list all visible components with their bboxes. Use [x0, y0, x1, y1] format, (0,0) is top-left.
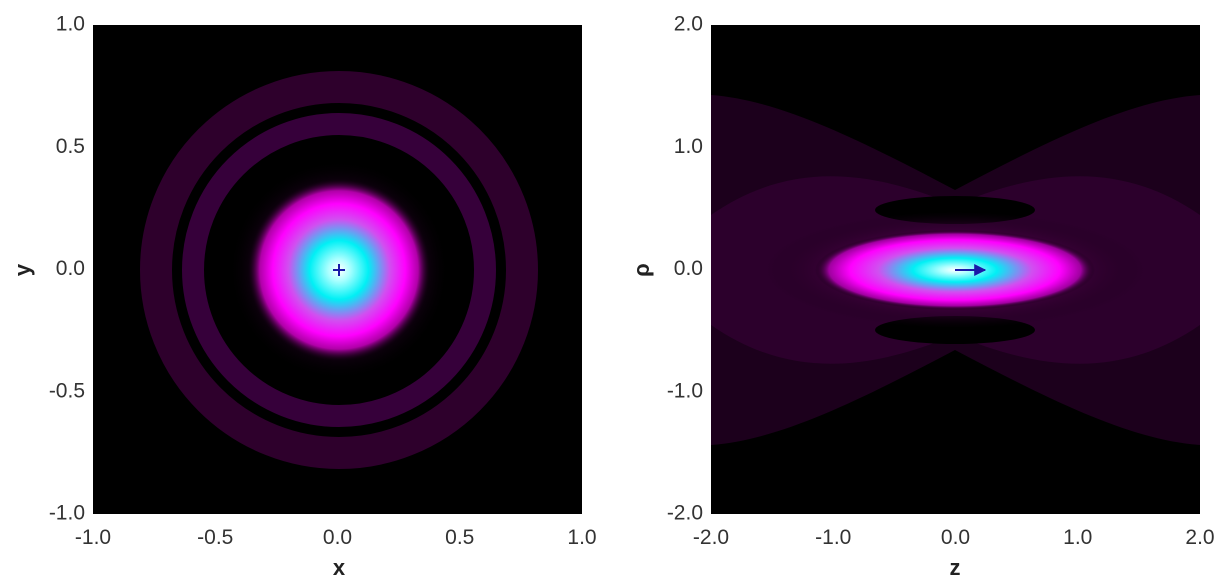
y-tick-label: 0.0	[674, 257, 703, 280]
outer-ring-1	[182, 113, 496, 427]
intensity-map-xy	[140, 71, 538, 469]
y-tick-label: 0.5	[56, 135, 85, 158]
x-tick-label: -2.0	[693, 526, 729, 549]
y-ticks-zrho: 2.0 1.0 0.0 -1.0 -2.0	[667, 13, 703, 525]
y-tick-label: -2.0	[667, 502, 703, 525]
x-tick-label: -0.5	[197, 526, 233, 549]
x-tick-label: -1.0	[815, 526, 851, 549]
y-axis-label-xy: y	[10, 263, 35, 276]
x-tick-label: 0.0	[323, 526, 352, 549]
panel-xy: -1.0 -0.5 0.0 0.5 1.0 1.0 0.5 0.0 -0.5 -1.0 x y	[10, 13, 597, 580]
y-tick-label: 1.0	[56, 13, 85, 36]
x-ticks-zrho: -2.0 -1.0 0.0 1.0 2.0	[693, 526, 1215, 549]
panel-zrho: -2.0 -1.0 0.0 1.0 2.0 2.0 1.0 0.0 -1.0 -2.0 z ρ	[629, 13, 1215, 580]
y-axis-label-zrho: ρ	[629, 263, 654, 277]
x-tick-label: -1.0	[75, 526, 111, 549]
y-tick-label: -1.0	[49, 502, 85, 525]
outer-ring-2	[140, 71, 538, 469]
x-axis-label-zrho: z	[950, 555, 961, 580]
y-tick-label: 0.0	[56, 257, 85, 280]
y-tick-label: -1.0	[667, 379, 703, 402]
x-tick-label: 1.0	[1063, 526, 1092, 549]
y-tick-label: -0.5	[49, 379, 85, 402]
y-tick-label: 1.0	[674, 135, 703, 158]
x-axis-label-xy: x	[333, 555, 346, 580]
x-ticks-xy: -1.0 -0.5 0.0 0.5 1.0	[75, 526, 597, 549]
intensity-map-zrho	[711, 95, 1200, 445]
y-tick-label: 2.0	[674, 13, 703, 36]
y-ticks-xy: 1.0 0.5 0.0 -0.5 -1.0	[49, 13, 85, 525]
x-tick-label: 1.0	[567, 526, 596, 549]
x-tick-label: 0.0	[941, 526, 970, 549]
x-tick-label: 0.5	[445, 526, 474, 549]
center-plus-marker	[333, 264, 345, 276]
x-tick-label: 2.0	[1185, 526, 1214, 549]
